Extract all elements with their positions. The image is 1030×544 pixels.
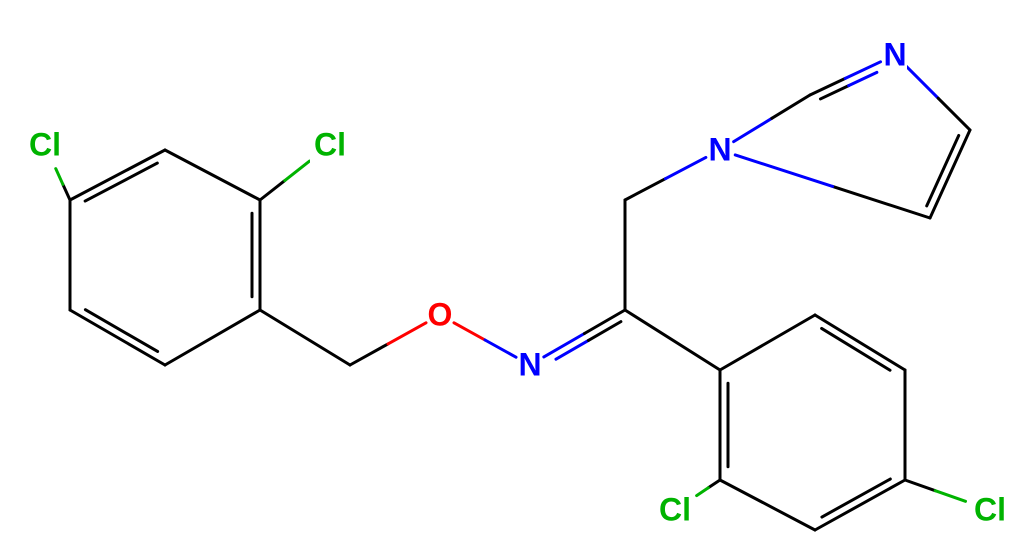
atom-label-n: N <box>883 36 906 72</box>
atom-label-n: N <box>708 131 731 167</box>
atom-label-cl: Cl <box>29 126 61 162</box>
atom-label-n: N <box>518 346 541 382</box>
molecule-diagram: Cl Cl O N N N Cl Cl <box>0 0 1030 544</box>
atom-label-cl: Cl <box>659 491 691 527</box>
atom-label-o: O <box>428 296 453 332</box>
atom-label-cl: Cl <box>314 126 346 162</box>
atom-label-cl: Cl <box>974 491 1006 527</box>
